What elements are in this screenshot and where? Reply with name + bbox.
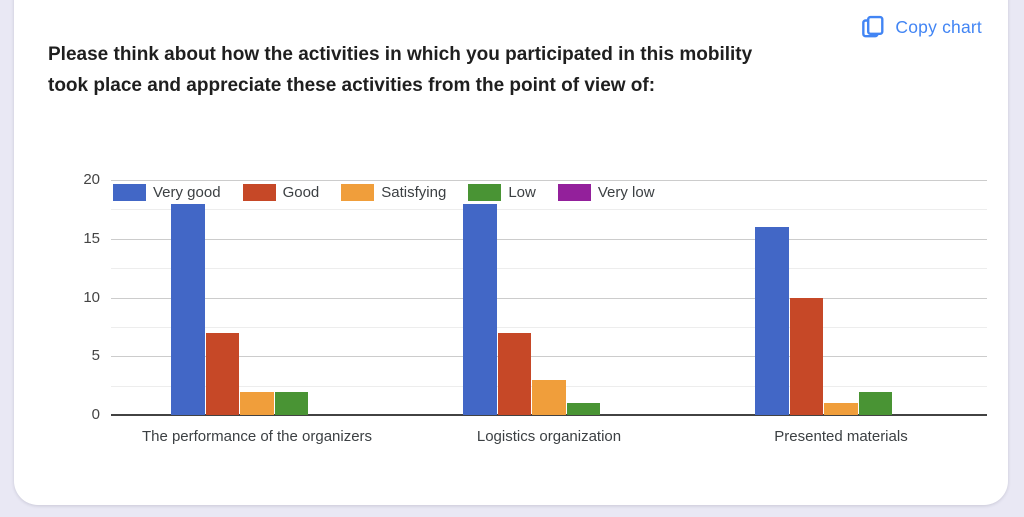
question-title-line2: took place and appreciate these activiti… [48,75,656,96]
copy-chart-label: Copy chart [895,16,982,37]
copy-icon [859,14,885,40]
copy-chart-button[interactable]: Copy chart [859,14,982,40]
question-title-line1: Please think about how the activities in… [48,44,753,65]
question-title: Please think about how the activities in… [48,39,828,101]
